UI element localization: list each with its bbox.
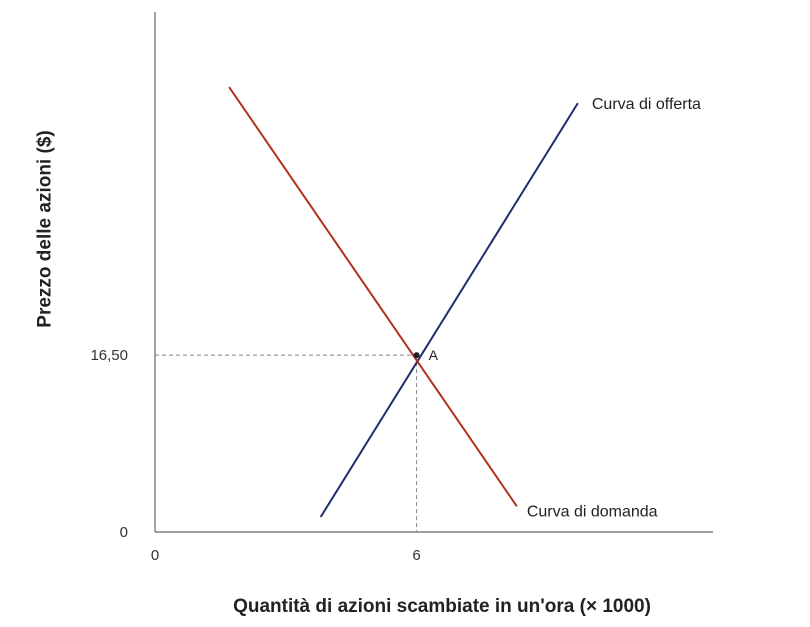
y-tick-label-16-50: 16,50 xyxy=(90,347,128,364)
y-axis-title: Prezzo delle azioni ($) xyxy=(35,130,56,327)
demand-curve-label: Curva di domanda xyxy=(527,503,658,520)
demand-curve xyxy=(228,86,518,507)
supply-curve xyxy=(319,102,579,518)
equilibrium-point-label: A xyxy=(429,347,439,363)
x-axis-title: Quantità di azioni scambiate in un'ora (… xyxy=(233,596,651,617)
x-tick-label-0: 0 xyxy=(151,547,159,564)
y-tick-label-0: 0 xyxy=(120,524,128,541)
x-tick-label-6: 6 xyxy=(412,547,420,564)
supply-curve-label: Curva di offerta xyxy=(592,96,701,113)
equilibrium-point xyxy=(413,352,420,359)
